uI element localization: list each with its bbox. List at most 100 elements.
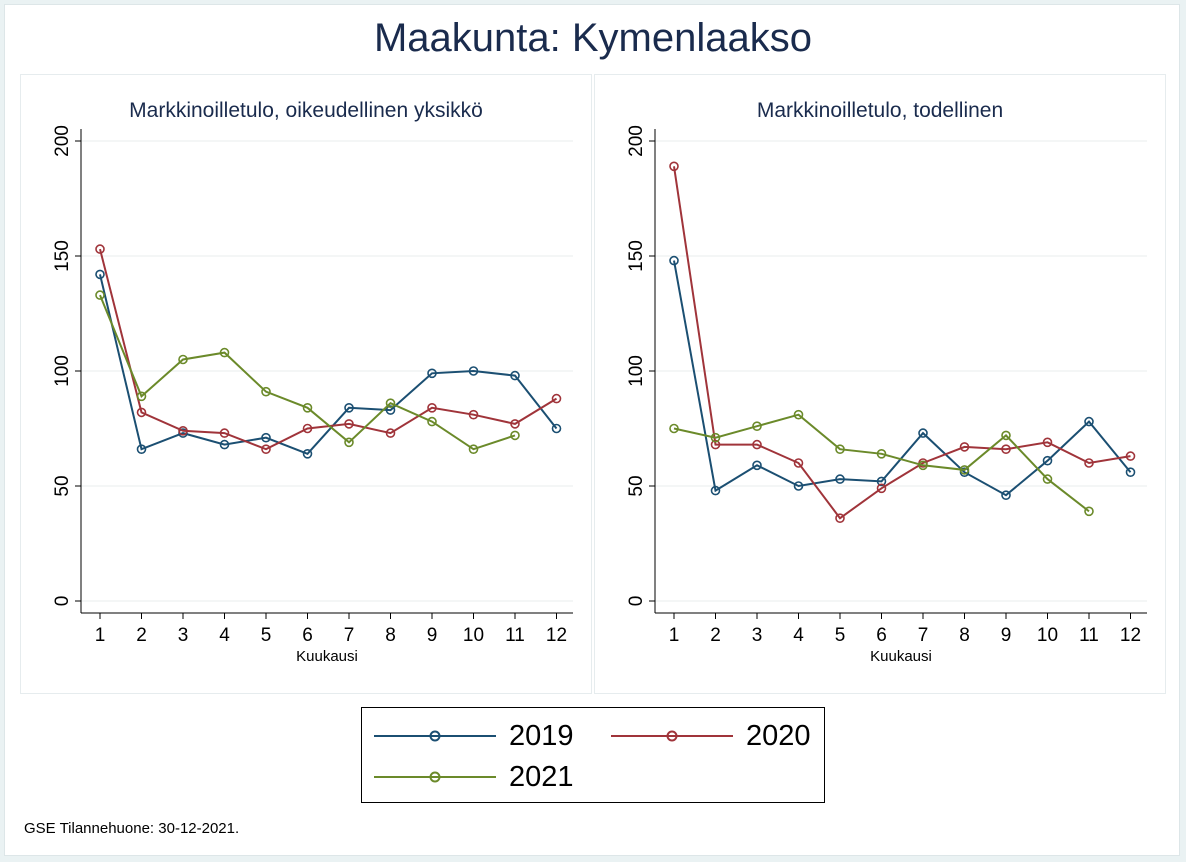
- y-tick-label: 0: [52, 596, 73, 607]
- data-point-2020: [1042, 437, 1053, 448]
- data-point-2020: [178, 425, 188, 436]
- data-point-2021: [1001, 430, 1011, 441]
- y-tick-label: 0: [626, 596, 647, 607]
- data-point-2019: [302, 448, 313, 459]
- data-point-2019: [669, 255, 679, 266]
- x-tick-label: 6: [876, 625, 887, 646]
- x-tick-label: 2: [136, 625, 147, 646]
- legend-label-2020: 2020: [746, 720, 811, 752]
- x-tick-label: 2: [710, 625, 721, 646]
- legend-item-2020: 2020: [609, 721, 819, 751]
- data-point-2020: [669, 161, 679, 172]
- data-point-2021: [95, 290, 105, 300]
- data-point-2020: [95, 244, 105, 254]
- data-point-2021: [918, 460, 928, 471]
- data-point-2021: [261, 386, 271, 397]
- x-tick-label: 9: [1001, 625, 1012, 646]
- x-tick-label: 10: [463, 625, 484, 646]
- data-point-2019: [136, 444, 147, 455]
- x-tick-label: 4: [219, 625, 230, 646]
- data-point-2020: [261, 444, 271, 455]
- legend-marker-2020: [666, 730, 678, 742]
- data-point-2019: [219, 439, 230, 450]
- main-title: Maakunta: Kymenlaakso: [373, 16, 812, 60]
- x-tick-label: 7: [344, 625, 355, 646]
- data-point-2019: [385, 405, 396, 415]
- data-point-2021: [344, 437, 354, 448]
- data-point-2020: [1084, 458, 1094, 468]
- y-tick-label: 150: [52, 240, 73, 272]
- data-point-2020: [385, 428, 396, 438]
- data-point-2019: [95, 269, 105, 280]
- x-tick-label: 11: [505, 625, 525, 646]
- x-tick-label: 12: [546, 625, 567, 646]
- legend-item-2019: 2019: [372, 721, 592, 751]
- y-tick-label: 100: [52, 355, 73, 387]
- x-tick-label: 9: [427, 625, 438, 646]
- series-line-2021: [673, 413, 1090, 513]
- x-tick-label: 11: [1079, 625, 1099, 646]
- x-tick-label: 5: [261, 625, 272, 646]
- data-point-2021: [1042, 474, 1053, 484]
- data-point-2019: [427, 368, 437, 379]
- series-line-2020: [99, 248, 558, 451]
- data-point-2019: [1084, 416, 1094, 427]
- data-point-2019: [261, 432, 271, 443]
- data-point-2019: [468, 366, 479, 376]
- data-point-2021: [468, 444, 479, 455]
- data-point-2021: [510, 430, 520, 441]
- data-point-2020: [1001, 444, 1011, 455]
- data-point-2021: [835, 444, 845, 455]
- legend-marker-2019: [429, 730, 441, 742]
- data-point-2021: [793, 409, 804, 420]
- chart-title-left: Markkinoilletulo, oikeudellinen yksikkö: [129, 99, 483, 122]
- data-point-2019: [344, 402, 354, 413]
- x-axis-label: Kuukausi: [870, 648, 932, 665]
- series-line-2020: [673, 166, 1131, 520]
- y-tick-label: 50: [52, 475, 73, 496]
- x-tick-label: 10: [1037, 625, 1058, 646]
- data-point-2021: [876, 448, 887, 459]
- data-point-2020: [959, 442, 970, 452]
- chart-title-right: Markkinoilletulo, todellinen: [756, 99, 1004, 122]
- x-axis-label: Kuukausi: [296, 648, 358, 665]
- x-tick-label: 3: [178, 625, 189, 646]
- data-point-2020: [835, 513, 845, 524]
- data-point-2019: [1125, 467, 1136, 478]
- data-point-2021: [302, 402, 313, 413]
- chart-panel-right: Markkinoilletulo, todellinen 0 50 100 150 20…: [594, 74, 1166, 694]
- data-point-2020: [136, 407, 147, 418]
- x-tick-label: 12: [1120, 625, 1141, 646]
- data-point-2020: [344, 419, 354, 429]
- legend-label-2021: 2021: [509, 761, 574, 793]
- legend-swatch-2021: [374, 771, 496, 783]
- series-line-2019: [673, 260, 1132, 497]
- y-tick-label: 100: [626, 355, 647, 387]
- data-point-2021: [752, 421, 762, 432]
- legend-item-2021: 2021: [372, 762, 592, 792]
- x-tick-label: 6: [302, 625, 313, 646]
- data-point-2020: [793, 458, 804, 468]
- x-tick-label: 5: [835, 625, 846, 646]
- data-point-2020: [752, 439, 762, 450]
- y-tick-label: 200: [626, 125, 647, 157]
- footnote: GSE Tilannehuone: 30-12-2021.: [24, 820, 240, 837]
- x-tick-label: 1: [95, 625, 106, 646]
- data-point-2020: [510, 419, 520, 429]
- legend-swatch-2020: [611, 730, 733, 742]
- data-point-2019: [710, 485, 721, 496]
- data-point-2021: [219, 347, 230, 358]
- data-point-2019: [1001, 490, 1011, 501]
- legend-swatch-2019: [374, 730, 496, 742]
- x-tick-label: 7: [918, 625, 929, 646]
- y-tick-label: 200: [52, 125, 73, 157]
- data-point-2021: [385, 398, 396, 409]
- legend-label-2019: 2019: [509, 720, 574, 752]
- data-point-2019: [551, 423, 562, 434]
- data-point-2020: [427, 402, 437, 413]
- data-point-2020: [302, 423, 313, 434]
- data-point-2020: [551, 393, 562, 404]
- data-point-2019: [793, 481, 804, 491]
